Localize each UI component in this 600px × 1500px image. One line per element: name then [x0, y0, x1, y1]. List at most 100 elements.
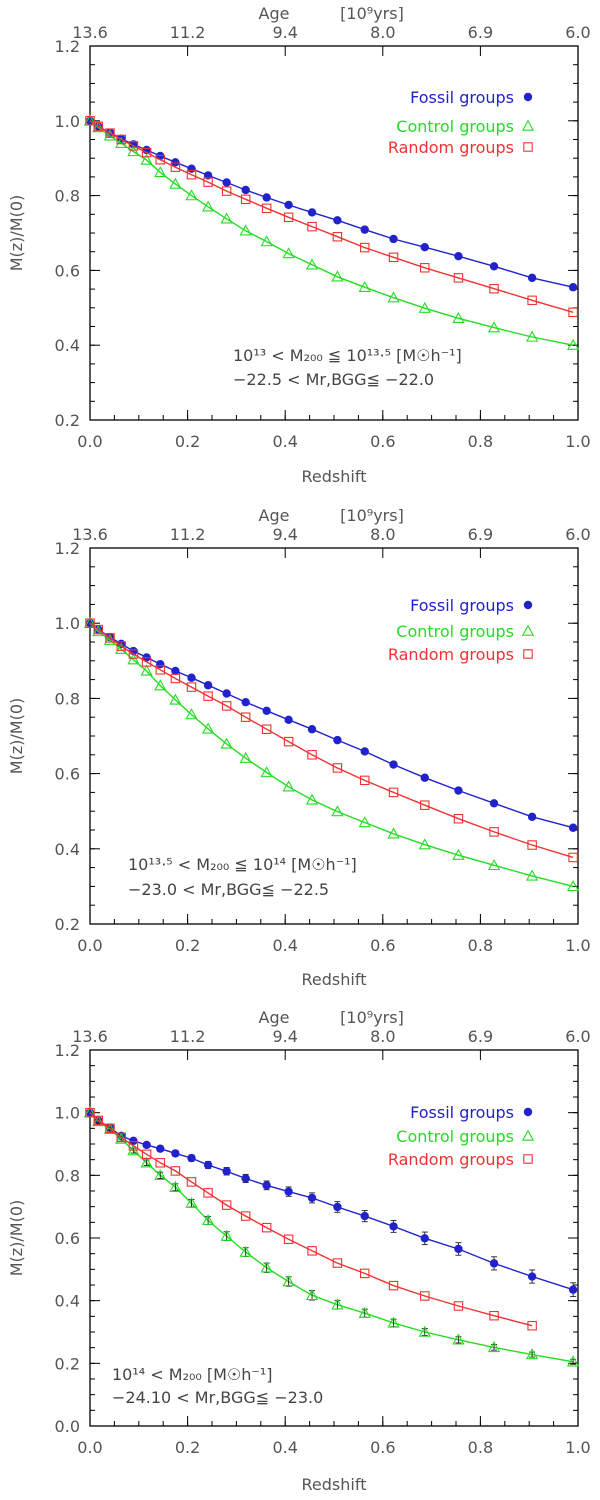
data-point: [420, 1291, 430, 1301]
data-point: [187, 673, 196, 682]
data-point: [527, 1272, 537, 1281]
data-point: [452, 1333, 465, 1345]
y-tick-label: 0.2: [55, 915, 80, 934]
data-point: [222, 689, 231, 698]
data-point: [359, 242, 370, 253]
data-point: [260, 1261, 273, 1273]
data-point: [261, 203, 272, 214]
legend-marker: [521, 624, 535, 636]
data-point: [307, 208, 317, 217]
data-point: [452, 311, 465, 323]
y-axis-title: M(z)/M(0): [7, 1200, 26, 1277]
y-tick-label: 0.6: [55, 765, 80, 784]
data-point: [201, 200, 215, 212]
data-point: [262, 1181, 271, 1190]
data-point: [170, 673, 181, 684]
x-tick-label: 0.2: [175, 1438, 200, 1457]
data-point: [169, 177, 182, 189]
data-point: [360, 225, 369, 234]
data-point: [331, 1298, 344, 1310]
age-axis-unit: [10⁹yrs]: [340, 1008, 404, 1027]
data-point: [284, 715, 293, 725]
age-axis-title: Age: [259, 506, 290, 525]
data-point: [305, 1289, 319, 1301]
data-point: [388, 787, 399, 798]
data-point: [203, 691, 213, 701]
x-tick-label: 0.8: [468, 1438, 493, 1457]
data-point: [260, 766, 273, 778]
data-point: [262, 706, 271, 716]
y-tick-label: 0.2: [55, 411, 80, 430]
data-point: [201, 1214, 215, 1226]
data-point: [170, 162, 181, 172]
data-point: [452, 848, 465, 860]
data-point: [527, 840, 537, 850]
age-tick-label: 8.0: [370, 525, 395, 544]
x-tick-label: 1.0: [565, 1438, 590, 1457]
age-tick-label: 11.2: [170, 23, 206, 42]
data-point: [358, 1306, 371, 1318]
data-point: [527, 273, 537, 283]
data-point: [305, 258, 319, 270]
data-point: [307, 221, 317, 232]
data-point: [418, 838, 431, 850]
data-point: [140, 153, 153, 165]
data-point: [116, 641, 126, 651]
data-point: [92, 121, 105, 133]
data-point: [92, 1115, 105, 1127]
y-tick-label: 1.2: [55, 37, 80, 56]
x-tick-label: 0.4: [272, 936, 297, 955]
data-point: [454, 786, 463, 795]
y-tick-label: 0.8: [55, 689, 80, 708]
annotation-line: 10¹⁴ < M₂₀₀ [M☉h⁻¹]: [112, 1365, 273, 1384]
data-point: [128, 649, 139, 659]
x-tick-label: 0.6: [370, 432, 395, 451]
data-point: [140, 664, 153, 676]
data-point: [155, 154, 166, 165]
data-point: [186, 682, 197, 692]
x-tick-label: 0.0: [77, 1438, 102, 1457]
data-point: [489, 1259, 499, 1268]
x-tick-label: 0.2: [175, 936, 200, 955]
data-point: [566, 338, 580, 350]
data-point: [307, 750, 317, 760]
data-point: [128, 141, 139, 151]
chart-panel-3: 0.0 0.2 0.4 0.6 0.8 1.00.00.20.40.60.81.01.21…: [7, 1008, 591, 1494]
data-point: [489, 799, 499, 808]
data-point: [387, 291, 400, 303]
series-square: [85, 116, 578, 318]
data-point: [154, 1169, 167, 1181]
data-point: [284, 200, 293, 210]
data-point: [568, 307, 578, 318]
data-point: [332, 231, 343, 242]
legend-marker: [523, 142, 533, 152]
data-point: [171, 1149, 180, 1158]
data-point: [283, 736, 294, 747]
legend-marker: [523, 92, 533, 102]
data-point: [420, 243, 429, 252]
annotation-line: 10¹³·⁵ < M₂₀₀ ≦ 10¹⁴ [M☉h⁻¹]: [128, 855, 357, 874]
data-point: [307, 1246, 317, 1256]
age-tick-label: 8.0: [370, 1027, 395, 1046]
series-square: [85, 618, 578, 863]
legend-label: Random groups: [388, 138, 514, 157]
data-point: [127, 145, 140, 157]
data-point: [261, 724, 272, 734]
x-tick-label: 0.0: [77, 936, 102, 955]
legend-marker: [523, 649, 533, 659]
y-tick-label: 0.6: [55, 261, 80, 280]
data-point: [525, 1348, 539, 1360]
annotation-line: −24.10 < Mr,BGG≦ −23.0: [112, 1388, 323, 1407]
series-line: [89, 1112, 533, 1327]
data-point: [105, 633, 115, 643]
data-point: [283, 1234, 294, 1245]
data-point: [221, 1200, 232, 1210]
data-point: [169, 1180, 182, 1192]
data-point: [387, 1316, 400, 1328]
data-point: [358, 280, 371, 292]
legend-label: Control groups: [396, 622, 514, 641]
age-tick-label: 13.6: [72, 23, 108, 42]
x-tick-label: 0.4: [272, 432, 297, 451]
data-point: [489, 262, 499, 271]
